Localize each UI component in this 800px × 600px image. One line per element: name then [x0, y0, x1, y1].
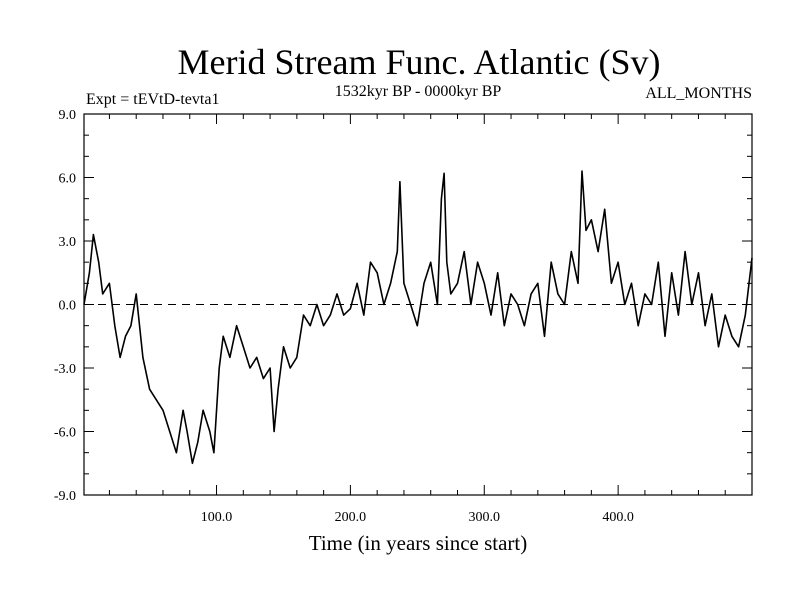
chart-title: Merid Stream Func. Atlantic (Sv): [178, 42, 661, 82]
time-range-label: 1532kyr BP - 0000kyr BP: [335, 83, 502, 100]
x-tick-label: 200.0: [335, 510, 367, 525]
y-tick-label: 3.0: [59, 235, 77, 250]
x-axis-label: Time (in years since start): [309, 531, 528, 555]
x-tick-label: 100.0: [201, 510, 233, 525]
y-tick-label: -3.0: [54, 362, 76, 377]
y-tick-label: -6.0: [54, 426, 76, 441]
months-label: ALL_MONTHS: [645, 85, 752, 102]
experiment-label: Expt = tEVtD-tevta1: [86, 91, 219, 108]
y-tick-label: 9.0: [59, 108, 77, 123]
series-line: [83, 170, 753, 465]
x-tick-labels: 100.0 200.0 300.0 400.0: [201, 510, 634, 525]
y-tick-label: 6.0: [59, 172, 77, 187]
y-tick-labels: -9.0 -6.0 -3.0 0.0 3.0 6.0 9.0: [54, 108, 76, 504]
x-tick-label: 400.0: [602, 510, 634, 525]
x-tick-label: 300.0: [469, 510, 501, 525]
y-tick-label: 0.0: [59, 299, 77, 314]
y-tick-label: -9.0: [54, 489, 76, 504]
